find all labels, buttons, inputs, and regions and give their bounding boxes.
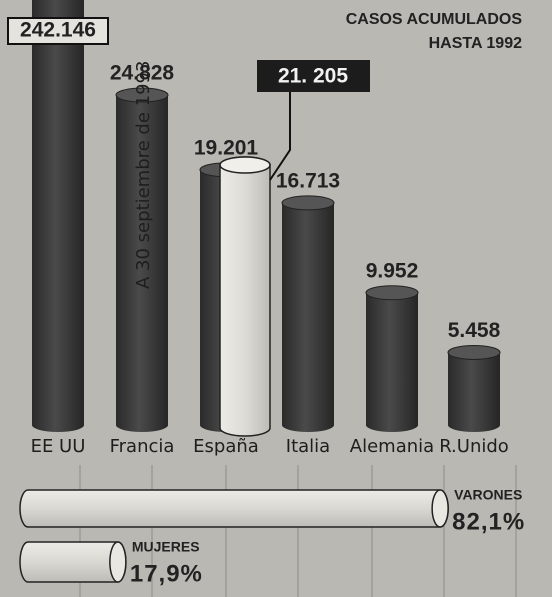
category-label: VARONES: [454, 487, 522, 503]
x-tick-label: EE UU: [31, 436, 86, 457]
annotation-value: 21. 205: [278, 65, 348, 88]
value-label: 19.201: [194, 136, 259, 159]
annotation-cylinder: [220, 157, 270, 436]
hbar-cap: [110, 542, 126, 582]
chart-title: CASOS ACUMULADOS: [346, 11, 523, 28]
chart: CASOS ACUMULADOS HASTA 1992 EE UU 242.146…: [0, 0, 552, 597]
bar-cap: [366, 286, 418, 300]
category-label: MUJERES: [132, 539, 200, 555]
value-label: 16.713: [276, 169, 340, 192]
value-label: 242.146: [20, 19, 96, 42]
hbar: [20, 490, 448, 527]
x-tick-label: España: [193, 436, 259, 457]
x-tick-label: Francia: [110, 436, 175, 457]
bar: [32, 0, 84, 432]
x-tick-label: R.Unido: [439, 436, 509, 457]
chart-subtitle: HASTA 1992: [429, 35, 522, 52]
labels: EE UU242.146Francia24.828España19.201Ita…: [8, 18, 525, 587]
value-label: 82,1%: [452, 508, 525, 535]
bar: [282, 196, 334, 432]
annotation-text: A 30 septiembre de 1993: [133, 61, 154, 289]
value-label: 9.952: [366, 259, 419, 282]
bar-cap: [282, 196, 334, 210]
x-tick-label: Alemania: [350, 436, 434, 457]
annotation-connector: [270, 90, 290, 180]
value-label: 5.458: [448, 319, 501, 342]
value-label: 17,9%: [130, 560, 203, 587]
bar: [366, 286, 418, 432]
hbar-cap: [432, 490, 448, 527]
bar-cap: [448, 345, 500, 359]
x-tick-label: Italia: [286, 436, 330, 457]
annotation-cap: [220, 157, 270, 173]
